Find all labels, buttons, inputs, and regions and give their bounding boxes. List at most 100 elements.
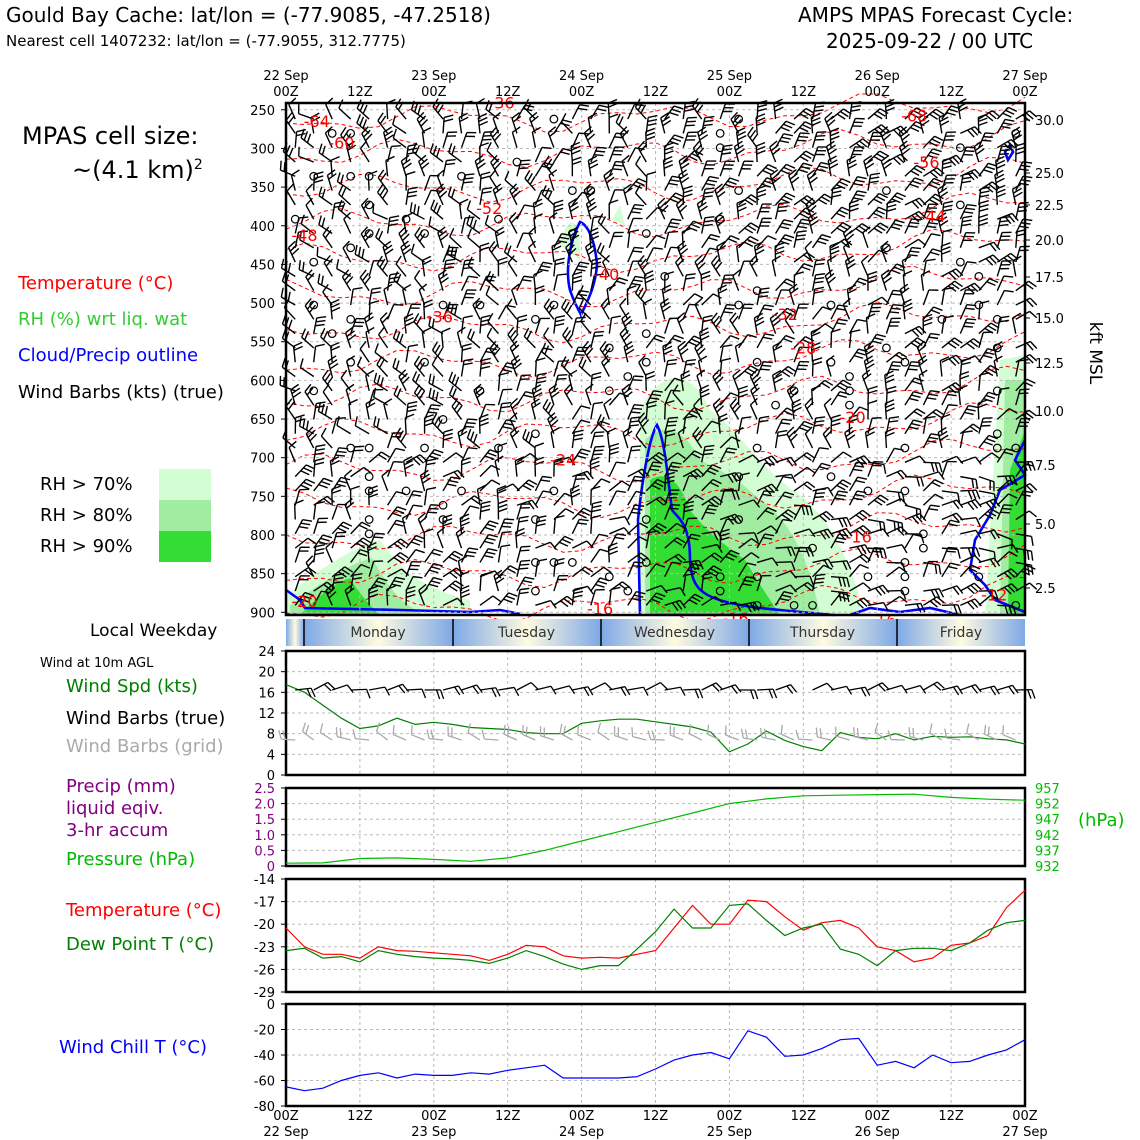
barb-feather xyxy=(982,354,993,359)
barb-feather xyxy=(522,428,527,439)
barb-feather xyxy=(772,341,782,348)
barb-feather xyxy=(933,598,942,606)
barb-feather xyxy=(474,154,484,162)
barb-feather xyxy=(508,212,517,220)
barb-feather xyxy=(521,279,532,282)
barb-feather xyxy=(782,237,792,242)
barb-feather xyxy=(786,163,796,169)
barb-feather xyxy=(622,426,632,434)
barb-feather xyxy=(689,537,699,541)
barb-feather xyxy=(599,341,607,350)
surface-barbs xyxy=(278,681,1036,741)
barb-feather xyxy=(984,513,994,520)
barb-feather xyxy=(777,433,787,437)
barb-feather xyxy=(715,261,723,271)
barb-feather xyxy=(865,431,875,437)
temp-panel-tick-label: -20 xyxy=(254,918,275,933)
barb-feather xyxy=(624,391,633,399)
barb-feather xyxy=(519,549,530,552)
barb-staff xyxy=(442,117,445,134)
barb-feather xyxy=(737,135,747,141)
barb-feather xyxy=(838,518,844,528)
barb-feather xyxy=(580,510,590,516)
barb-feather xyxy=(635,490,646,495)
barb-feather xyxy=(399,333,404,344)
barb-feather xyxy=(322,383,330,393)
barb-staff xyxy=(854,735,869,741)
barb-staff xyxy=(405,504,414,520)
barb-feather xyxy=(704,444,715,448)
barb-staff xyxy=(516,682,532,691)
barb-feather xyxy=(482,138,492,141)
barb-feather xyxy=(334,576,344,580)
barb-staff xyxy=(1015,246,1021,263)
barb-feather xyxy=(913,390,923,395)
barb-feather xyxy=(553,461,564,466)
barb-feather xyxy=(865,427,875,433)
barb-staff xyxy=(978,303,981,320)
barb-feather xyxy=(603,169,612,177)
barb-feather xyxy=(378,358,385,368)
barb-feather xyxy=(554,261,565,266)
barb-feather xyxy=(354,244,358,255)
barb-feather xyxy=(296,132,306,137)
barb-feather xyxy=(747,126,754,136)
barb-feather xyxy=(915,199,923,208)
barb-feather xyxy=(666,424,677,427)
barb-feather xyxy=(933,683,942,691)
barb-feather xyxy=(876,333,886,338)
barb-staff xyxy=(553,274,558,291)
barb-feather xyxy=(666,362,677,366)
barb-staff xyxy=(861,375,869,392)
barb-staff xyxy=(488,248,500,263)
barb-feather xyxy=(1030,536,1034,546)
barb-staff xyxy=(848,331,852,348)
barb-feather xyxy=(693,220,703,226)
hpa-axis-label: (hPa) xyxy=(1078,810,1125,831)
temperature-line xyxy=(285,889,1026,963)
barb-staff xyxy=(313,581,328,592)
barb-feather xyxy=(928,221,939,225)
barb-feather xyxy=(730,392,740,398)
barb-feather xyxy=(797,230,807,233)
barb-staff xyxy=(431,349,444,363)
barb-feather xyxy=(612,168,622,171)
barb-staff xyxy=(978,529,995,535)
barb-feather xyxy=(485,285,491,296)
barb-feather xyxy=(642,686,649,696)
barb-feather xyxy=(938,187,948,194)
barb-staff xyxy=(645,681,661,691)
barb-feather xyxy=(541,185,547,195)
barb-feather xyxy=(983,135,993,139)
barb-staff xyxy=(572,686,589,691)
barb-feather xyxy=(786,458,794,467)
barb-feather xyxy=(800,132,810,135)
barb-staff xyxy=(368,303,371,320)
barb-feather xyxy=(889,311,900,314)
barb-feather xyxy=(952,514,960,523)
barb-feather xyxy=(715,682,724,691)
barb-feather xyxy=(838,490,848,494)
barb-staff xyxy=(645,374,647,391)
barb-feather xyxy=(764,509,775,516)
barb-staff xyxy=(996,408,1010,420)
barb-feather xyxy=(415,534,426,540)
barb-staff xyxy=(587,117,592,134)
barb-staff xyxy=(359,276,370,292)
height-tick-label: 25.0 xyxy=(1035,167,1064,182)
barb-feather xyxy=(970,127,979,136)
calm-circle xyxy=(531,314,540,324)
barb-feather xyxy=(873,198,883,204)
barb-feather xyxy=(663,349,673,355)
barb-feather xyxy=(536,519,547,523)
barb-feather xyxy=(974,144,984,152)
barb-staff xyxy=(458,203,463,220)
barb-feather xyxy=(520,159,531,162)
barb-staff xyxy=(775,192,787,206)
isotherm-label: -60 xyxy=(328,133,354,152)
barb-feather xyxy=(404,463,414,470)
barb-feather xyxy=(547,404,554,414)
barb-staff xyxy=(939,360,943,377)
barb-staff xyxy=(822,433,832,449)
barb-feather xyxy=(709,467,719,473)
